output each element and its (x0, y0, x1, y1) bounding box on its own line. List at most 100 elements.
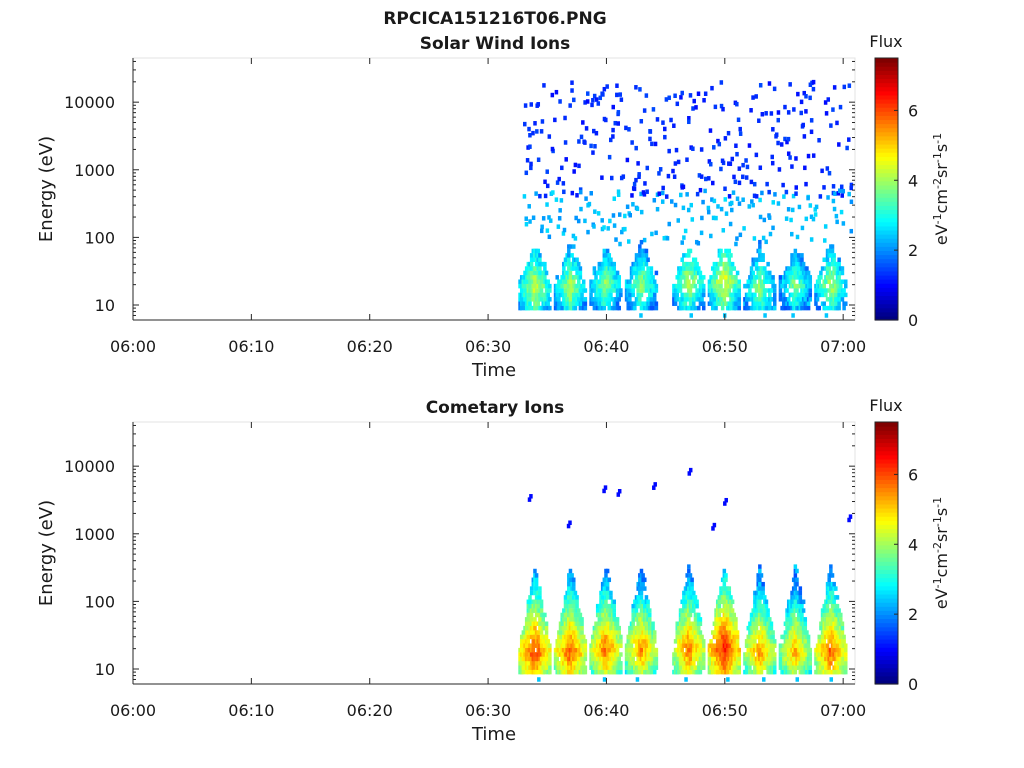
heatmap-cell (844, 656, 848, 662)
heatmap-cell (735, 151, 739, 157)
heatmap-cell (808, 95, 812, 101)
colorbar-segment (875, 532, 898, 538)
heatmap-cell (795, 283, 799, 289)
heatmap-cell (689, 313, 693, 318)
heatmap-cell (830, 275, 835, 280)
heatmap-cell (562, 189, 566, 195)
y-axis-label: Energy (eV) (36, 136, 57, 242)
colorbar-segment (875, 548, 898, 554)
heatmap-cell (611, 104, 615, 110)
heatmap-cell (604, 253, 608, 258)
heatmap-cell (832, 581, 836, 587)
heatmap-cell (672, 283, 676, 289)
heatmap-cell (783, 136, 787, 142)
heatmap-cell (527, 204, 531, 209)
heatmap-cell (791, 193, 796, 199)
heatmap-cell (840, 270, 845, 276)
colorbar-segment (875, 70, 898, 75)
heatmap-cell (541, 617, 545, 622)
heatmap-cell (832, 279, 836, 284)
heatmap-cell (645, 165, 650, 171)
heatmap-cell (801, 283, 806, 289)
heatmap-cell (831, 184, 836, 189)
heatmap-cell (563, 292, 568, 298)
heatmap-cell (609, 288, 613, 293)
heatmap-cell (536, 630, 541, 635)
heatmap-cell (735, 270, 740, 276)
heatmap-cell (712, 288, 717, 293)
heatmap-cell (729, 603, 733, 609)
heatmap-cell (548, 665, 552, 670)
heatmap-cell (639, 568, 644, 574)
heatmap-cell (761, 586, 765, 591)
heatmap-cell (737, 665, 741, 670)
heatmap-cell (783, 283, 788, 289)
heatmap-cell (795, 603, 799, 609)
heatmap-cell (692, 279, 696, 284)
colorbar-segment (875, 143, 898, 149)
colorbar-segment (875, 254, 898, 260)
heatmap-cell (529, 586, 534, 591)
heatmap-cell (679, 192, 683, 198)
heatmap-cell (803, 639, 808, 644)
heatmap-cell (708, 161, 713, 167)
heatmap-cell (754, 288, 759, 293)
heatmap-cell (814, 301, 818, 306)
colorbar-tick-label: 0 (908, 311, 918, 330)
heatmap-cell (835, 665, 840, 670)
heatmap-cell (730, 292, 735, 298)
heatmap-cell (762, 677, 766, 682)
heatmap-cell (651, 107, 656, 112)
heatmap-cell (690, 283, 694, 289)
heatmap-cell (611, 213, 616, 218)
heatmap-cell (550, 92, 555, 98)
heatmap-cell (646, 257, 650, 263)
heatmap-cell (581, 634, 586, 640)
heatmap-cell (710, 85, 714, 91)
heatmap-cell (773, 656, 777, 662)
heatmap-cell (772, 86, 777, 92)
heatmap-cell (529, 494, 533, 499)
heatmap-cell (728, 221, 733, 227)
heatmap-cell (531, 215, 536, 221)
heatmap-cell (827, 266, 831, 271)
colorbar-segment (875, 303, 898, 309)
heatmap-cell (628, 292, 632, 298)
heatmap-cell (533, 270, 537, 276)
heatmap-cell (766, 261, 770, 267)
heatmap-cell (560, 165, 564, 171)
heatmap-cell (631, 186, 636, 191)
heatmap-cell (680, 661, 684, 666)
heatmap-cell (654, 647, 659, 653)
heatmap-cell (701, 301, 706, 306)
colorbar-segment (875, 540, 898, 546)
heatmap-cell (528, 643, 532, 648)
heatmap-cell (557, 216, 562, 221)
heatmap-cell (749, 275, 754, 280)
heatmap-cell (680, 305, 684, 311)
heatmap-cell (734, 617, 738, 622)
heatmap-cell (570, 88, 574, 93)
heatmap-cell (592, 297, 597, 302)
heatmap-cell (653, 482, 657, 487)
heatmap-cell (786, 270, 791, 276)
heatmap-cell (751, 652, 755, 657)
heatmap-cell (533, 590, 537, 596)
heatmap-cell (652, 292, 657, 298)
heatmap-cell (822, 283, 826, 289)
heatmap-cell (575, 283, 579, 289)
heatmap-cell (609, 661, 613, 666)
heatmap-cell (619, 665, 623, 670)
heatmap-cell (732, 639, 737, 644)
heatmap-cell (580, 625, 584, 631)
heatmap-cell (744, 158, 748, 163)
heatmap-cell (764, 275, 769, 280)
heatmap-cell (615, 83, 619, 88)
heatmap-cell (579, 206, 583, 212)
heatmap-cell (643, 586, 647, 591)
heatmap-cell (626, 288, 630, 293)
heatmap-cell (701, 656, 706, 662)
heatmap-cell (580, 621, 584, 627)
heatmap-cell (572, 661, 576, 666)
heatmap-cell (737, 297, 741, 302)
